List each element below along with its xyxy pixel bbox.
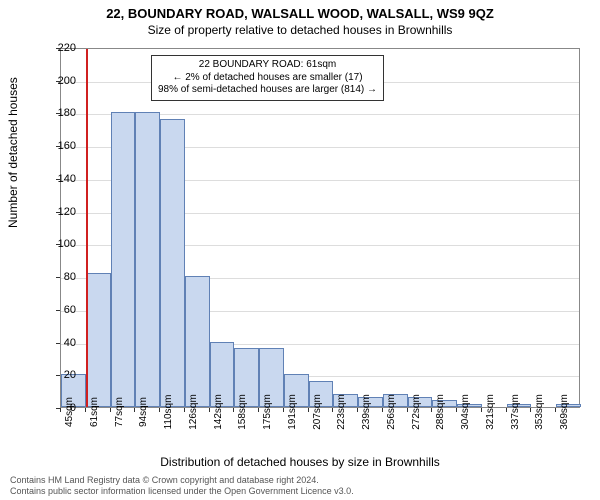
x-tick-label: 110sqm (163, 395, 174, 430)
y-tick-label: 180 (46, 107, 76, 119)
y-tick-mark (56, 48, 60, 49)
footer-line-1: Contains HM Land Registry data © Crown c… (10, 475, 354, 485)
x-tick-label: 272sqm (411, 394, 422, 430)
y-tick-label: 220 (46, 42, 76, 54)
x-tick-mark (382, 408, 383, 412)
x-tick-mark (407, 408, 408, 412)
x-tick-label: 61sqm (89, 397, 100, 427)
marker-line (86, 49, 88, 407)
x-tick-mark (506, 408, 507, 412)
x-tick-label: 207sqm (312, 394, 323, 430)
x-tick-mark (134, 408, 135, 412)
x-tick-mark (60, 408, 61, 412)
x-tick-mark (110, 408, 111, 412)
chart-container: 22, BOUNDARY ROAD, WALSALL WOOD, WALSALL… (0, 0, 600, 500)
y-tick-mark (56, 343, 60, 344)
x-tick-mark (159, 408, 160, 412)
x-tick-label: 321sqm (485, 394, 496, 430)
x-axis-label: Distribution of detached houses by size … (0, 455, 600, 469)
x-tick-label: 77sqm (114, 397, 125, 427)
y-tick-label: 60 (46, 304, 76, 316)
info-box-line: ← 2% of detached houses are smaller (17) (158, 72, 377, 85)
y-tick-mark (56, 375, 60, 376)
y-tick-mark (56, 310, 60, 311)
x-tick-mark (184, 408, 185, 412)
x-tick-label: 94sqm (138, 397, 149, 427)
x-tick-label: 304sqm (460, 394, 471, 430)
y-tick-mark (56, 179, 60, 180)
x-tick-mark (209, 408, 210, 412)
y-tick-label: 140 (46, 173, 76, 185)
x-tick-mark (283, 408, 284, 412)
x-tick-label: 353sqm (534, 394, 545, 430)
y-tick-label: 200 (46, 75, 76, 87)
x-tick-mark (357, 408, 358, 412)
x-tick-label: 239sqm (361, 394, 372, 430)
y-tick-mark (56, 81, 60, 82)
y-tick-mark (56, 277, 60, 278)
y-tick-mark (56, 212, 60, 213)
x-tick-label: 45sqm (64, 397, 75, 427)
info-box-line: 98% of semi-detached houses are larger (… (158, 84, 377, 97)
y-tick-mark (56, 146, 60, 147)
y-tick-label: 120 (46, 206, 76, 218)
x-tick-label: 158sqm (237, 394, 248, 430)
x-tick-label: 223sqm (336, 394, 347, 430)
x-tick-mark (456, 408, 457, 412)
x-tick-mark (481, 408, 482, 412)
info-box: 22 BOUNDARY ROAD: 61sqm← 2% of detached … (151, 55, 384, 101)
footer-line-2: Contains public sector information licen… (10, 486, 354, 496)
x-tick-label: 126sqm (188, 394, 199, 430)
x-tick-label: 369sqm (559, 394, 570, 430)
y-tick-label: 20 (46, 369, 76, 381)
y-tick-label: 40 (46, 337, 76, 349)
x-tick-mark (308, 408, 309, 412)
x-tick-label: 191sqm (287, 394, 298, 430)
footer-attribution: Contains HM Land Registry data © Crown c… (10, 475, 354, 496)
x-tick-label: 256sqm (386, 394, 397, 430)
info-box-line: 22 BOUNDARY ROAD: 61sqm (158, 59, 377, 72)
y-tick-label: 160 (46, 140, 76, 152)
histogram-bar (86, 273, 111, 407)
y-tick-mark (56, 113, 60, 114)
y-tick-label: 80 (46, 271, 76, 283)
x-tick-mark (530, 408, 531, 412)
histogram-bar (135, 112, 160, 407)
y-tick-mark (56, 244, 60, 245)
x-tick-mark (431, 408, 432, 412)
x-tick-mark (233, 408, 234, 412)
x-tick-mark (555, 408, 556, 412)
chart-subtitle: Size of property relative to detached ho… (0, 21, 600, 41)
x-tick-mark (85, 408, 86, 412)
x-tick-label: 337sqm (510, 394, 521, 430)
y-tick-label: 100 (46, 238, 76, 250)
chart-title: 22, BOUNDARY ROAD, WALSALL WOOD, WALSALL… (0, 0, 600, 21)
histogram-bar (111, 112, 136, 407)
histogram-bar (160, 119, 185, 407)
y-axis-label: Number of detached houses (6, 77, 20, 228)
plot-area: 22 BOUNDARY ROAD: 61sqm← 2% of detached … (60, 48, 580, 408)
x-tick-label: 288sqm (435, 394, 446, 430)
histogram-bar (185, 276, 210, 407)
x-tick-mark (258, 408, 259, 412)
x-tick-label: 175sqm (262, 394, 273, 430)
x-tick-mark (332, 408, 333, 412)
x-tick-label: 142sqm (213, 394, 224, 430)
